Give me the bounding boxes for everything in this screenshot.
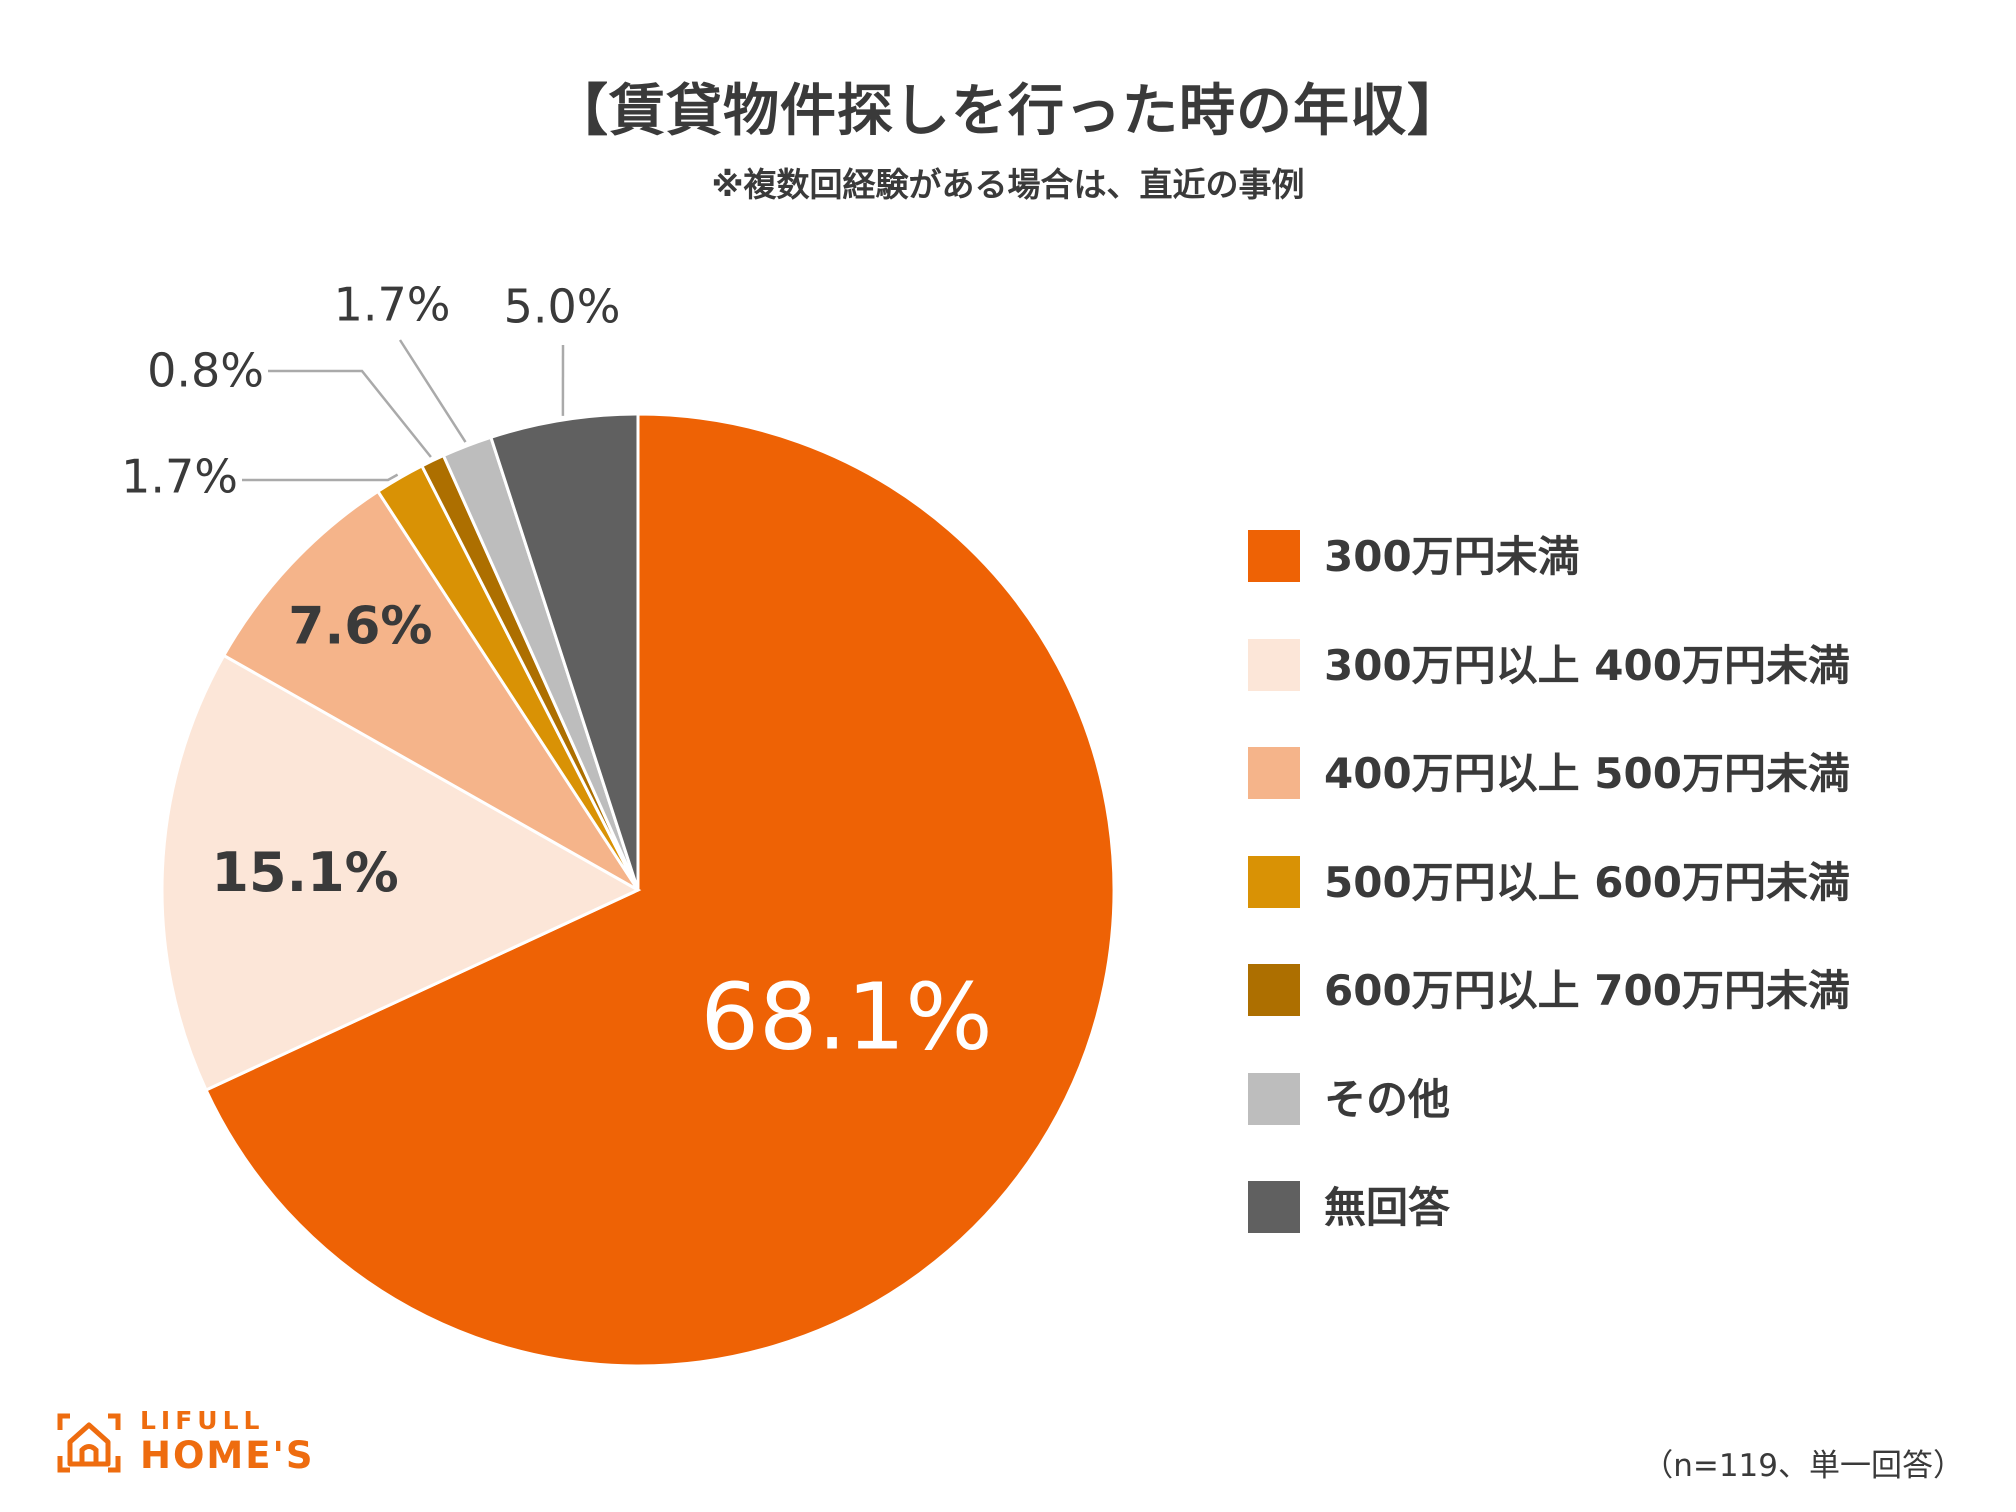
legend-swatch: [1248, 964, 1300, 1016]
data-label-500万円以上-600万円未満: 1.7%: [121, 450, 238, 504]
legend-label: 300万円以上 400万円未満: [1324, 640, 1850, 690]
legend-swatch: [1248, 638, 1300, 691]
pie-slice-400万円以上-500万円未満: [221, 489, 640, 892]
leader-line-500万円以上-600万円未満: [242, 473, 399, 482]
leader-line-その他: [398, 339, 467, 443]
legend-item-400万円以上-500万円未満: 400万円以上 500万円未満: [1248, 747, 1988, 801]
legend-label: その他: [1324, 1074, 1451, 1124]
legend-swatch: [1248, 855, 1300, 908]
legend-item-300万円未満: 300万円未満: [1248, 530, 1988, 584]
pie-slice-300万円未満: [204, 412, 1116, 1368]
legend-label: 無回答: [1324, 1183, 1451, 1232]
legend-label: 300万円未満: [1324, 532, 1580, 581]
legend-swatch: [1248, 1181, 1300, 1233]
chart-title: 【賃貸物件探しを行った時の年収】: [552, 79, 1464, 144]
house-icon: [57, 1413, 121, 1473]
legend-item-500万円以上-600万円未満: 500万円以上 600万円未満: [1248, 855, 1988, 910]
legend-item-300万円以上-400万円未満: 300万円以上 400万円未満: [1248, 638, 1988, 693]
chart-subtitle: ※複数回経験がある場合は、直近の事例: [711, 165, 1305, 204]
logo-text-top: LIFULL: [140, 1406, 265, 1435]
pie-slice-300万円以上-400万円未満: [160, 653, 642, 1092]
pie-slice-無回答: [489, 412, 640, 891]
legend-swatch: [1248, 747, 1300, 799]
data-label-無回答: 5.0%: [504, 280, 621, 334]
data-label-400万円以上-500万円未満: 7.6%: [288, 596, 432, 656]
legend-swatch: [1248, 1072, 1300, 1125]
sample-size-note: （n=119、単一回答）: [1642, 1448, 1964, 1484]
legend-item-無回答: 無回答: [1248, 1181, 1988, 1235]
legend-item-600万円以上-700万円未満: 600万円以上 700万円未満: [1248, 964, 1988, 1018]
lifull-homes-logo: LIFULL HOME'S: [56, 1406, 346, 1477]
legend-swatch: [1248, 530, 1300, 582]
data-label-その他: 1.7%: [334, 278, 451, 332]
legend-label: 400万円以上 500万円未満: [1324, 749, 1850, 798]
logo-text-bottom: HOME'S: [140, 1434, 315, 1477]
data-label-300万円以上-400万円未満: 15.1%: [211, 841, 398, 904]
legend-label: 500万円以上 600万円未満: [1324, 857, 1850, 907]
data-label-300万円未満: 68.1%: [700, 964, 992, 1071]
leader-line-600万円以上-700万円未満: [268, 369, 432, 458]
data-label-600万円以上-700万円未満: 0.8%: [147, 344, 264, 398]
legend-item-その他: その他: [1248, 1072, 1988, 1127]
legend-label: 600万円以上 700万円未満: [1324, 966, 1850, 1015]
